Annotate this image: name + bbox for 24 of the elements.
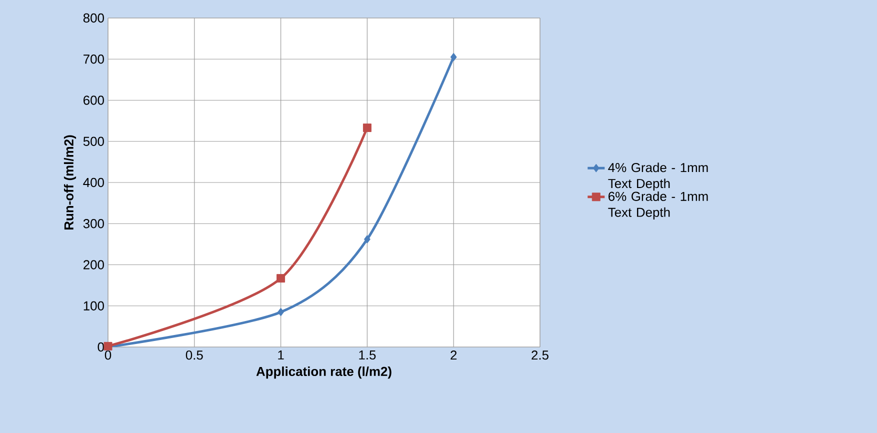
point bbox=[364, 235, 370, 244]
y-tick-label: 700 bbox=[84, 54, 104, 64]
y-tick-label: 200 bbox=[84, 260, 104, 270]
x-tick-label: 0.5 bbox=[186, 350, 203, 360]
y-tick-label: 300 bbox=[83, 219, 104, 228]
y-tick-label: 100 bbox=[84, 301, 104, 310]
point bbox=[278, 308, 284, 316]
x-tick-label: 1 bbox=[278, 350, 284, 360]
legend-label: 6% Grade - 1mm Text Depth bbox=[608, 191, 708, 220]
x-tick-label: 2 bbox=[450, 350, 457, 360]
y-tick-label: 600 bbox=[84, 96, 104, 105]
y-tick-label: 800 bbox=[83, 13, 104, 23]
point bbox=[276, 274, 286, 283]
y-tick-label: 0 bbox=[98, 342, 104, 352]
y-axis-title: Run-off (ml/m2) bbox=[64, 135, 76, 230]
point bbox=[450, 52, 457, 62]
legend-label: 4% Grade - 1mm Text Depth bbox=[608, 162, 708, 191]
y-tick-label: 500 bbox=[83, 136, 104, 146]
x-tick-label: 1.5 bbox=[359, 350, 376, 360]
y-tick-label: 400 bbox=[83, 178, 104, 188]
x-axis-title: Application rate (l/m2) bbox=[256, 366, 392, 379]
x-tick-label: 0 bbox=[104, 350, 112, 360]
point bbox=[362, 124, 372, 132]
x-tick-label: 2.5 bbox=[532, 350, 548, 360]
